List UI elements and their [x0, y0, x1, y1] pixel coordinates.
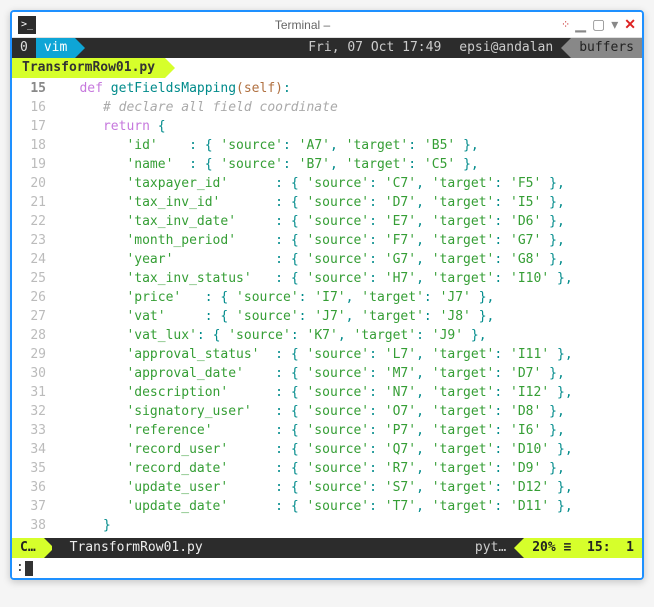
line-number: 38 [18, 517, 46, 536]
code-line[interactable]: 'tax_inv_id' : { 'source': 'D7', 'target… [56, 194, 642, 213]
line-number: 16 [18, 99, 46, 118]
code-line[interactable]: 'update_date' : { 'source': 'T7', 'targe… [56, 498, 642, 517]
code-line[interactable]: 'record_user' : { 'source': 'Q7', 'targe… [56, 441, 642, 460]
code-line[interactable]: 'vat_lux': { 'source': 'K7', 'target': '… [56, 327, 642, 346]
line-number: 18 [18, 137, 46, 156]
line-number: 29 [18, 346, 46, 365]
line-number: 21 [18, 194, 46, 213]
code-line[interactable]: return { [56, 118, 642, 137]
statusline-spacer [211, 538, 467, 558]
status-filetype: pyt… [467, 538, 514, 558]
line-number: 22 [18, 213, 46, 232]
close-button[interactable]: ✕ [624, 16, 636, 33]
code-line[interactable]: } [56, 517, 642, 536]
code-line[interactable]: 'month_period' : { 'source': 'F7', 'targ… [56, 232, 642, 251]
terminal-icon: >_ [18, 16, 36, 34]
tabline-spacer [85, 38, 298, 58]
chevron-right-icon [165, 58, 175, 78]
line-number: 37 [18, 498, 46, 517]
code-line[interactable]: 'approval_date' : { 'source': 'M7', 'tar… [56, 365, 642, 384]
line-number: 26 [18, 289, 46, 308]
line-number: 30 [18, 365, 46, 384]
statusline: C… TransformRow01.py pyt… 20% ≡ 15: 1 [12, 538, 642, 558]
code-line[interactable]: def getFieldsMapping(self): [56, 80, 642, 99]
code-line[interactable]: 'year' : { 'source': 'G7', 'target': 'G8… [56, 251, 642, 270]
code-line[interactable]: 'price' : { 'source': 'I7', 'target': 'J… [56, 289, 642, 308]
code-line[interactable]: 'signatory_user' : { 'source': 'O7', 'ta… [56, 403, 642, 422]
line-number: 15 [18, 80, 46, 99]
code-content[interactable]: def getFieldsMapping(self): # declare al… [56, 78, 642, 538]
code-line[interactable]: 'name' : { 'source': 'B7', 'target': 'C5… [56, 156, 642, 175]
cursor [25, 561, 33, 576]
shade-button[interactable]: ▾ [611, 16, 618, 33]
titlebar: >_ Terminal – ⁘ ▁ ▢ ▾ ✕ [12, 12, 642, 38]
line-number: 24 [18, 251, 46, 270]
line-number: 20 [18, 175, 46, 194]
status-percent: 20% [532, 539, 555, 558]
line-number: 17 [18, 118, 46, 137]
minimize-button[interactable]: ▁ [575, 16, 586, 33]
code-area[interactable]: 1516171819202122232425262728293031323334… [12, 78, 642, 538]
line-number: 36 [18, 479, 46, 498]
tab-index[interactable]: 0 [12, 38, 36, 58]
code-line[interactable]: 'record_date' : { 'source': 'R7', 'targe… [56, 460, 642, 479]
chevron-right-icon [52, 538, 62, 558]
code-line[interactable]: 'tax_inv_status' : { 'source': 'H7', 'ta… [56, 270, 642, 289]
chevron-right-icon [75, 38, 85, 58]
code-line[interactable]: 'vat' : { 'source': 'J7', 'target': 'J8'… [56, 308, 642, 327]
buffer-tab[interactable]: TransformRow01.py [12, 58, 165, 78]
tab-mode[interactable]: vim [36, 38, 75, 58]
code-line[interactable]: # declare all field coordinate [56, 99, 642, 118]
line-number: 25 [18, 270, 46, 289]
code-line[interactable]: 'taxpayer_id' : { 'source': 'C7', 'targe… [56, 175, 642, 194]
code-line[interactable]: 'reference' : { 'source': 'P7', 'target'… [56, 422, 642, 441]
code-line[interactable]: 'description' : { 'source': 'N7', 'targe… [56, 384, 642, 403]
buffer-bar: TransformRow01.py [12, 58, 642, 78]
chevron-left-icon [514, 538, 524, 558]
status-filename: TransformRow01.py [62, 538, 211, 558]
line-number: 32 [18, 403, 46, 422]
line-number: 34 [18, 441, 46, 460]
code-line[interactable]: 'tax_inv_date' : { 'source': 'E7', 'targ… [56, 213, 642, 232]
terminal-window: >_ Terminal – ⁘ ▁ ▢ ▾ ✕ 0 vim Fri, 07 Oc… [10, 10, 644, 580]
window-title: Terminal – [44, 18, 561, 32]
line-number: 28 [18, 327, 46, 346]
vim-tabline: 0 vim Fri, 07 Oct 17:49 epsi@andalan buf… [12, 38, 642, 58]
status-sep: ≡ [564, 539, 572, 558]
terminal-body: 0 vim Fri, 07 Oct 17:49 epsi@andalan buf… [12, 38, 642, 578]
code-line[interactable]: 'approval_status' : { 'source': 'L7', 't… [56, 346, 642, 365]
line-number: 23 [18, 232, 46, 251]
window-controls: ⁘ ▁ ▢ ▾ ✕ [561, 16, 636, 33]
line-number-gutter: 1516171819202122232425262728293031323334… [12, 78, 56, 538]
status-col: 1 [626, 539, 634, 558]
status-line: 15 [587, 539, 603, 558]
tabline-user: epsi@andalan [451, 38, 561, 58]
code-line[interactable]: 'id' : { 'source': 'A7', 'target': 'B5' … [56, 137, 642, 156]
buffers-label[interactable]: buffers [571, 38, 642, 58]
code-line[interactable]: 'update_user' : { 'source': 'S7', 'targe… [56, 479, 642, 498]
command-prompt: : [16, 559, 24, 578]
maximize-button[interactable]: ▢ [592, 16, 605, 33]
line-number: 31 [18, 384, 46, 403]
window-menu-icon[interactable]: ⁘ [561, 18, 569, 31]
line-number: 27 [18, 308, 46, 327]
status-position: 20% ≡ 15: 1 [524, 538, 642, 558]
chevron-left-icon [561, 38, 571, 58]
command-line[interactable]: : [12, 558, 642, 578]
status-mode: C… [12, 538, 44, 558]
tabline-datetime: Fri, 07 Oct 17:49 [298, 38, 451, 58]
line-number: 19 [18, 156, 46, 175]
line-number: 35 [18, 460, 46, 479]
line-number: 33 [18, 422, 46, 441]
